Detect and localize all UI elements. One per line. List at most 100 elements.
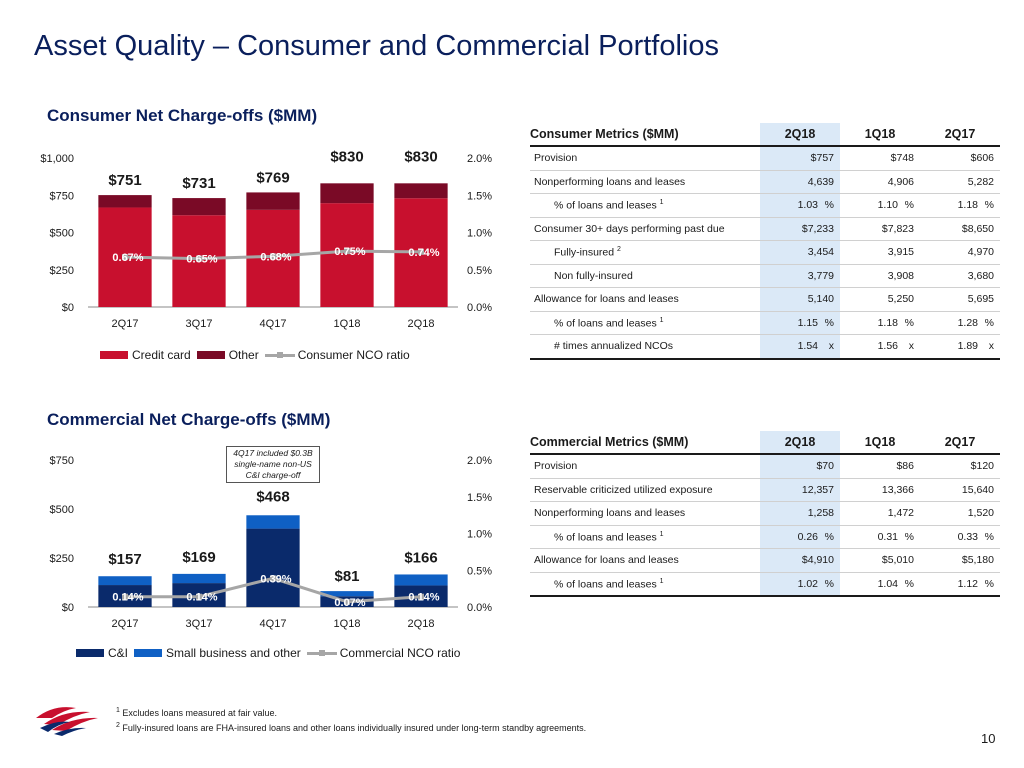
row-value-1q18: 1.56 x [840, 334, 920, 360]
consumer-bar-total-label: $731 [182, 175, 215, 192]
table-row: Nonperforming loans and leases 4,639 4,906… [530, 170, 1000, 194]
commercial-ratio-marker [122, 593, 128, 600]
row-value-1q18: 3,908 [840, 264, 920, 288]
consumer-y-tick-label: $250 [50, 265, 74, 277]
commercial-y-tick-label: $750 [50, 455, 74, 467]
row-value-2q17: $5,180 [920, 548, 1000, 573]
consumer-bar-total-label: $830 [404, 148, 437, 165]
value-text: $70 [816, 460, 834, 473]
table-row: % of loans and leases 1 1.15% 1.18% 1.28% [530, 311, 1000, 335]
value-text: 13,366 [881, 483, 914, 496]
row-value-2q18: 4,639 [760, 170, 840, 194]
value-unit: x [988, 340, 994, 353]
commercial-bar-secondary [246, 515, 300, 529]
table-header-2q17: 2Q17 [944, 435, 976, 449]
legend-line-swatch [306, 648, 337, 658]
value-text: $606 [970, 152, 994, 165]
row-value-2q18: $757 [760, 146, 840, 171]
value-text: 1.54 [797, 340, 818, 353]
legend-item-consumer-nco-ratio: Consumer NCO ratio [264, 348, 410, 362]
row-value-2q17: 1.89 x [920, 334, 1000, 360]
value-text: $7,233 [801, 222, 834, 235]
row-label-text: Consumer 30+ days performing past due [534, 222, 725, 235]
value-text: 15,640 [961, 483, 994, 496]
row-value-2q17: 1.18% [920, 193, 1000, 218]
commercial-bar-secondary [98, 576, 152, 586]
bank-flag-logo-icon [36, 707, 98, 736]
value-text: 1.18 [877, 316, 898, 329]
value-text: 5,282 [967, 175, 994, 188]
table-header-1q18: 1Q18 [864, 127, 896, 141]
value-text: 1.03 [797, 199, 818, 212]
row-label-text: Non fully-insured [554, 269, 633, 282]
table-header-row: Commercial Metrics ($MM) 2Q18 1Q18 2Q17 [530, 431, 1000, 454]
row-value-2q18: $4,910 [760, 548, 840, 573]
row-value-2q18: 12,357 [760, 478, 840, 502]
value-text: 1.12 [957, 577, 978, 590]
footnote-text: Fully-insured loans are FHA-insured loan… [122, 723, 587, 733]
consumer-y-tick-label: $0 [62, 302, 74, 314]
row-value-2q17: 3,680 [920, 264, 1000, 288]
value-unit: % [824, 199, 834, 212]
row-value-2q18: $70 [760, 454, 840, 479]
footnote-ref: 2 [617, 246, 621, 253]
value-text: 1.56 [877, 340, 898, 353]
row-value-1q18: 0.31% [840, 525, 920, 549]
legend-label: Credit card [132, 348, 191, 362]
table-row: % of loans and leases 1 1.03% 1.10% 1.18% [530, 193, 1000, 218]
row-label-text: Provision [534, 152, 578, 165]
footnote-ref: 1 [659, 577, 664, 585]
row-value-1q18: 5,250 [840, 287, 920, 312]
value-text: 1.04 [877, 577, 898, 590]
commercial-x-tick-label: 2Q17 [112, 618, 139, 630]
legend-item-other: Other [196, 348, 259, 362]
consumer-bar-total-label: $830 [330, 148, 363, 165]
value-text: 5,695 [967, 293, 994, 306]
commercial-x-tick-label: 2Q18 [408, 618, 435, 630]
consumer-y-tick-label: $750 [50, 190, 74, 202]
commercial-y2-tick-label: 0.0% [467, 602, 492, 614]
consumer-x-tick-label: 3Q17 [186, 318, 213, 330]
row-label-text: Reservable criticized utilized exposure [534, 483, 713, 496]
commercial-y2-tick-label: 0.5% [467, 565, 492, 577]
row-label-text: Provision [534, 460, 578, 473]
value-text: 1.02 [797, 577, 818, 590]
commercial-ratio-label: 0.14% [186, 592, 217, 604]
commercial-x-tick-label: 1Q18 [334, 618, 361, 630]
commercial-metrics-table: Commercial Metrics ($MM) 2Q18 1Q18 2Q17 … [530, 431, 1000, 597]
consumer-ratio-label: 0.67% [112, 252, 143, 264]
value-text: 5,140 [807, 293, 834, 306]
row-value-2q17: 4,970 [920, 240, 1000, 265]
page-title: Asset Quality – Consumer and Commercial … [34, 30, 719, 62]
consumer-bar-total-label: $751 [108, 172, 141, 189]
value-text: 4,970 [967, 246, 994, 259]
row-value-2q17: $120 [920, 454, 1000, 479]
row-label-text: Fully-insured [554, 246, 615, 259]
consumer-ratio-marker [344, 248, 350, 255]
table-row: Fully-insured 2 3,454 3,915 4,970 [530, 240, 1000, 265]
footnote-text: Excludes loans measured at fair value. [122, 708, 278, 718]
value-text: 3,915 [887, 246, 914, 259]
footnote-number: 2 [116, 722, 120, 729]
value-text: 0.31 [877, 530, 898, 543]
row-label: # times annualized NCOs [530, 334, 760, 360]
row-value-2q18: 3,779 [760, 264, 840, 288]
commercial-ratio-label: 0.39% [260, 573, 291, 585]
value-text: 1.15 [797, 316, 818, 329]
value-unit: x [828, 340, 834, 353]
row-value-2q18: 1.15% [760, 311, 840, 335]
row-value-1q18: 4,906 [840, 170, 920, 194]
commercial-bar-secondary [172, 573, 226, 584]
row-label-text: Nonperforming loans and leases [534, 507, 686, 520]
commercial-bar-secondary [394, 574, 448, 586]
consumer-x-tick-label: 4Q17 [260, 318, 287, 330]
legend-label: Small business and other [166, 646, 301, 660]
row-label: Allowance for loans and leases [530, 548, 760, 573]
consumer-ratio-label: 0.68% [260, 251, 291, 263]
value-text: 3,908 [887, 269, 914, 282]
commercial-y2-tick-label: 2.0% [467, 455, 492, 467]
value-text: $5,010 [881, 554, 914, 567]
commercial-bar-total-label: $166 [404, 549, 437, 566]
value-text: $120 [970, 460, 994, 473]
value-text: 0.26 [797, 530, 818, 543]
